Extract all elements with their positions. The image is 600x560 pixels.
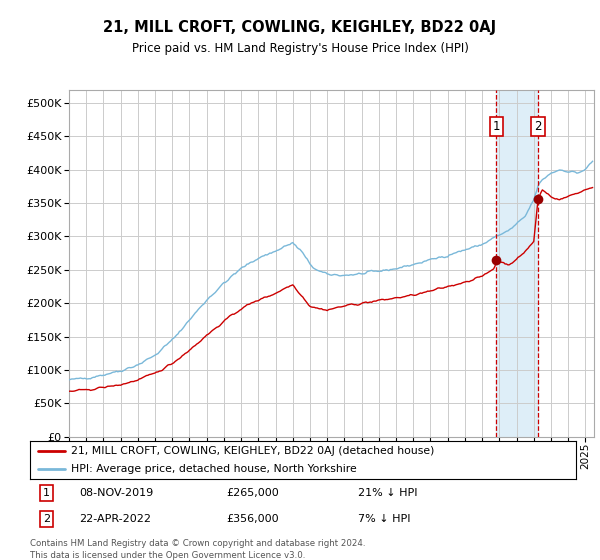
Text: £265,000: £265,000 bbox=[227, 488, 280, 498]
Text: Price paid vs. HM Land Registry's House Price Index (HPI): Price paid vs. HM Land Registry's House … bbox=[131, 42, 469, 55]
Text: 21, MILL CROFT, COWLING, KEIGHLEY, BD22 0AJ: 21, MILL CROFT, COWLING, KEIGHLEY, BD22 … bbox=[103, 20, 497, 35]
Text: 21% ↓ HPI: 21% ↓ HPI bbox=[358, 488, 417, 498]
Text: 2: 2 bbox=[43, 514, 50, 524]
Bar bbox=[496, 90, 538, 437]
Text: 2: 2 bbox=[535, 119, 542, 133]
Text: 22-APR-2022: 22-APR-2022 bbox=[79, 514, 151, 524]
Text: 21, MILL CROFT, COWLING, KEIGHLEY, BD22 0AJ (detached house): 21, MILL CROFT, COWLING, KEIGHLEY, BD22 … bbox=[71, 446, 434, 456]
Text: £356,000: £356,000 bbox=[227, 514, 279, 524]
Text: HPI: Average price, detached house, North Yorkshire: HPI: Average price, detached house, Nort… bbox=[71, 464, 356, 474]
Text: 08-NOV-2019: 08-NOV-2019 bbox=[79, 488, 154, 498]
Text: 1: 1 bbox=[43, 488, 50, 498]
Text: 7% ↓ HPI: 7% ↓ HPI bbox=[358, 514, 410, 524]
Text: Contains HM Land Registry data © Crown copyright and database right 2024.
This d: Contains HM Land Registry data © Crown c… bbox=[30, 539, 365, 559]
Text: 1: 1 bbox=[493, 119, 500, 133]
